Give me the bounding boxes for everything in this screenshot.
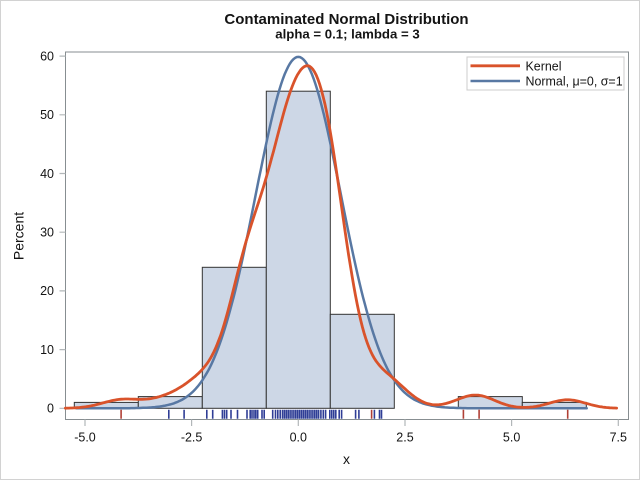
svg-text:-2.5: -2.5 <box>181 431 203 445</box>
svg-text:7.5: 7.5 <box>610 431 627 445</box>
svg-text:5.0: 5.0 <box>503 431 520 445</box>
svg-text:Normal, μ=0, σ=1: Normal, μ=0, σ=1 <box>526 75 623 89</box>
svg-text:x: x <box>343 451 350 467</box>
svg-text:50: 50 <box>40 108 54 122</box>
svg-text:10: 10 <box>40 343 54 357</box>
svg-text:Contaminated Normal Distributi: Contaminated Normal Distribution <box>224 11 468 28</box>
svg-text:Percent: Percent <box>11 212 27 260</box>
svg-text:Kernel: Kernel <box>526 59 562 73</box>
svg-text:20: 20 <box>40 284 54 298</box>
svg-text:2.5: 2.5 <box>396 431 413 445</box>
svg-text:-5.0: -5.0 <box>74 431 96 445</box>
svg-text:40: 40 <box>40 167 54 181</box>
svg-text:30: 30 <box>40 226 54 240</box>
svg-text:alpha = 0.1; lambda = 3: alpha = 0.1; lambda = 3 <box>275 27 419 42</box>
svg-text:0.0: 0.0 <box>290 431 307 445</box>
svg-text:60: 60 <box>40 49 54 63</box>
svg-text:0: 0 <box>47 402 54 416</box>
